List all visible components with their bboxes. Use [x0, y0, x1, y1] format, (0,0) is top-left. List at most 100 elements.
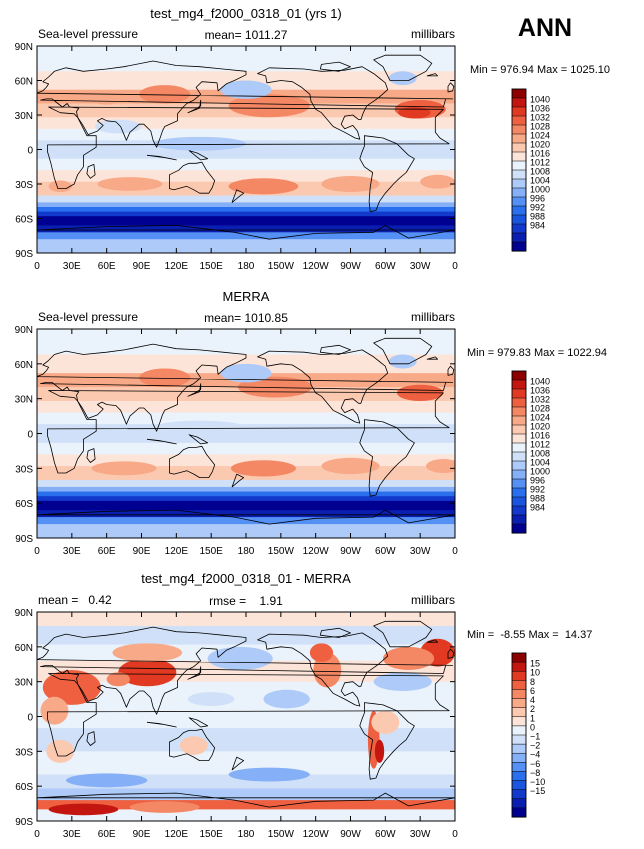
contour-region	[388, 71, 417, 86]
x-tick-label: 120E	[165, 261, 189, 272]
colorbar-swatch	[511, 523, 527, 534]
coastline	[86, 163, 96, 179]
map-field	[37, 612, 455, 821]
variable-label: Sea-level pressure	[38, 27, 138, 41]
x-tick-label: 60E	[98, 829, 116, 840]
colorbar-swatch	[511, 169, 527, 180]
contour-region	[374, 739, 385, 763]
panel-diff: test_mg4_f2000_0318_01 - MERRA mean = 0.…	[15, 571, 593, 840]
colorbar-label: 996	[530, 476, 545, 486]
y-tick-label: 60N	[15, 360, 33, 371]
colorbar-label: 1032	[530, 395, 550, 405]
colorbar-swatch	[511, 725, 527, 736]
coastline	[168, 445, 216, 479]
colorbar-swatch	[511, 780, 527, 791]
lat-band	[37, 625, 455, 646]
contour-region	[228, 178, 299, 195]
lat-band	[37, 140, 455, 160]
y-tick-label: 60S	[15, 215, 33, 226]
lat-band	[37, 424, 455, 444]
colorbar-swatch	[511, 88, 527, 99]
colorbar-label: 1036	[530, 104, 550, 114]
contour-region	[153, 136, 246, 151]
y-tick-label: 90N	[15, 325, 33, 336]
contour-region	[48, 803, 119, 816]
coastline	[257, 349, 389, 424]
colorbar-swatch	[511, 124, 527, 135]
x-tick-label: 60W	[375, 546, 396, 557]
colorbar-label: 1004	[530, 176, 550, 186]
coastline	[168, 161, 216, 194]
contour-region	[321, 457, 380, 475]
x-tick-label: 150E	[199, 261, 223, 272]
x-tick-label: 90E	[133, 546, 151, 557]
contour-region	[230, 460, 296, 477]
x-tick-label: 30E	[63, 546, 81, 557]
coastline	[86, 448, 96, 463]
x-tick-label: 0	[34, 546, 40, 557]
x-tick-label: 120E	[165, 829, 189, 840]
mean-label: mean= 1010.85	[204, 311, 288, 325]
coastline	[37, 224, 455, 240]
colorbar-label: 1012	[530, 440, 550, 450]
lat-band	[37, 510, 455, 518]
x-tick-label: 90E	[133, 829, 151, 840]
lat-band	[37, 207, 455, 213]
colorbar-label: 984	[530, 503, 545, 513]
contour-region	[179, 736, 208, 755]
axis-ticks: 0 30E 60E 90E 120E 150E 180 150W 120W 90W 60W 30W 09…	[15, 42, 459, 272]
colorbar-label: 1004	[530, 458, 550, 468]
contour-region	[383, 646, 435, 671]
lat-band	[37, 751, 455, 776]
contour-region	[228, 94, 310, 118]
colorbar-label: 1020	[530, 422, 550, 432]
x-tick-label: 120W	[303, 546, 330, 557]
colorbar-label: 1012	[530, 158, 550, 168]
coastline	[319, 627, 351, 638]
colorbar-swatch	[511, 716, 527, 727]
mean-label: mean= 1011.27	[205, 28, 288, 42]
x-tick-label: 120W	[303, 261, 330, 272]
contour-region	[220, 363, 272, 383]
colorbar-swatch	[511, 424, 527, 435]
map-field	[37, 46, 455, 253]
mean-label: mean = 0.42	[38, 593, 112, 607]
y-tick-label: 60N	[15, 643, 33, 654]
colorbar: 1040103610321028102410201016101210081004…	[511, 370, 550, 534]
colorbar-label: 992	[530, 203, 545, 213]
colorbar-swatch	[511, 133, 527, 144]
colorbar-swatch	[511, 798, 527, 809]
x-tick-label: 30W	[410, 829, 431, 840]
minmax-label: Min = 976.94 Max = 1025.10	[470, 64, 610, 76]
y-tick-label: 90S	[15, 534, 33, 545]
colorbar-swatch	[511, 652, 527, 663]
lat-band	[37, 232, 455, 240]
coastline	[168, 728, 216, 761]
coastline	[257, 632, 389, 707]
colorbar-swatch	[511, 406, 527, 417]
contour-region	[95, 119, 142, 134]
contour-region	[91, 461, 157, 476]
y-tick-label: 90N	[15, 42, 33, 53]
colorbar-label: 2	[530, 704, 535, 714]
colorbar-swatch	[511, 397, 527, 408]
minmax-label: Min = 979.83 Max = 1022.94	[467, 347, 607, 359]
colorbar-label: −6	[530, 759, 540, 769]
panel-model: test_mg4_f2000_0318_01 (yrs 1) Sea-level…	[15, 6, 610, 272]
coastline	[37, 343, 454, 432]
y-tick-label: 90S	[15, 817, 33, 828]
coastline	[231, 189, 245, 203]
y-tick-label: 30N	[15, 111, 33, 122]
lat-band	[37, 491, 455, 497]
lat-band	[37, 800, 455, 810]
x-tick-label: 60W	[375, 829, 396, 840]
colorbar-label: 1028	[530, 122, 550, 132]
x-tick-label: 0	[452, 261, 458, 272]
colorbar-label: 1020	[530, 140, 550, 150]
coastline	[373, 54, 433, 81]
lat-band	[37, 225, 455, 233]
lat-band	[37, 202, 455, 208]
colorbar-swatch	[511, 752, 527, 763]
coastline	[447, 365, 455, 376]
